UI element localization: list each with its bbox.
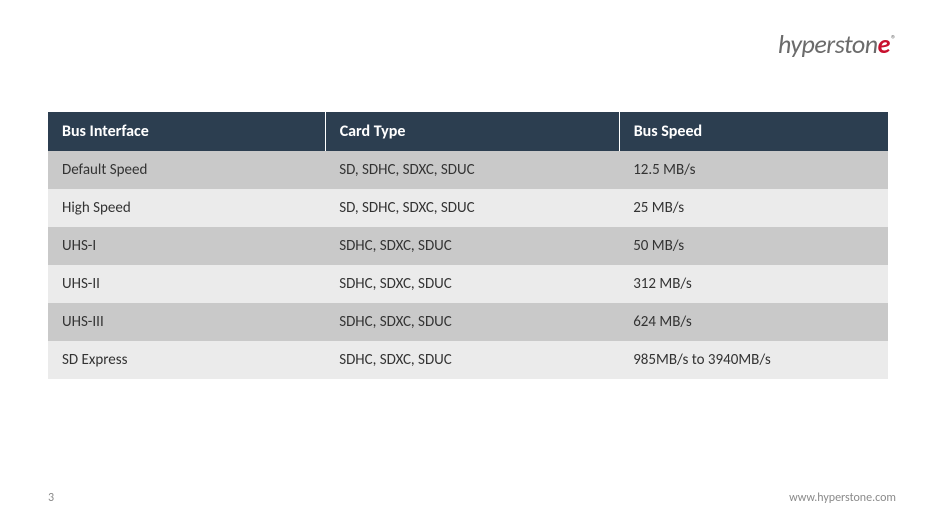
footer-url: www.hyperstone.com [789,491,896,505]
cell-bus-interface: Default Speed [48,151,325,189]
cell-card-type: SD, SDHC, SDXC, SDUC [325,151,619,189]
cell-bus-speed: 985MB/s to 3940MB/s [619,341,888,379]
table-row: High Speed SD, SDHC, SDXC, SDUC 25 MB/s [48,189,888,227]
cell-bus-speed: 25 MB/s [619,189,888,227]
table-row: UHS-II SDHC, SDXC, SDUC 312 MB/s [48,265,888,303]
cell-card-type: SDHC, SDXC, SDUC [325,265,619,303]
cell-bus-interface: UHS-II [48,265,325,303]
cell-bus-speed: 50 MB/s [619,227,888,265]
cell-bus-speed: 624 MB/s [619,303,888,341]
logo-text-2: on [852,28,878,60]
slide-footer: 3 www.hyperstone.com [48,491,896,505]
table-row: UHS-I SDHC, SDXC, SDUC 50 MB/s [48,227,888,265]
table-row: UHS-III SDHC, SDXC, SDUC 624 MB/s [48,303,888,341]
table-header-row: Bus Interface Card Type Bus Speed [48,112,888,151]
cell-card-type: SDHC, SDXC, SDUC [325,341,619,379]
cell-bus-interface: UHS-I [48,227,325,265]
table-row: SD Express SDHC, SDXC, SDUC 985MB/s to 3… [48,341,888,379]
cell-card-type: SD, SDHC, SDXC, SDUC [325,189,619,227]
logo-text-1: hyperst [778,28,852,60]
brand-logo: hyperstone® [778,28,896,60]
table-body: Default Speed SD, SDHC, SDXC, SDUC 12.5 … [48,151,888,379]
page-number: 3 [48,491,54,505]
col-header-bus-interface: Bus Interface [48,112,325,151]
col-header-bus-speed: Bus Speed [619,112,888,151]
logo-accent: e [878,28,890,60]
cell-bus-interface: High Speed [48,189,325,227]
bus-interface-table-container: Bus Interface Card Type Bus Speed Defaul… [48,112,888,379]
logo-registered: ® [891,33,896,46]
cell-bus-interface: UHS-III [48,303,325,341]
cell-bus-speed: 312 MB/s [619,265,888,303]
col-header-card-type: Card Type [325,112,619,151]
cell-bus-speed: 12.5 MB/s [619,151,888,189]
cell-bus-interface: SD Express [48,341,325,379]
table-row: Default Speed SD, SDHC, SDXC, SDUC 12.5 … [48,151,888,189]
cell-card-type: SDHC, SDXC, SDUC [325,303,619,341]
bus-interface-table: Bus Interface Card Type Bus Speed Defaul… [48,112,888,379]
cell-card-type: SDHC, SDXC, SDUC [325,227,619,265]
